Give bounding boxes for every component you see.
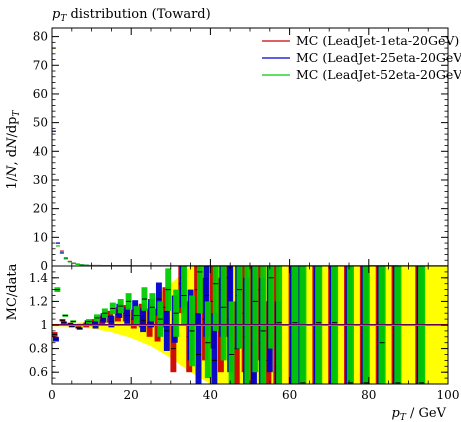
legend-entry-label: MC (LeadJet-52eta-20GeV) xyxy=(296,67,461,82)
ratio-error-bar xyxy=(212,266,219,331)
ratio-error-bar xyxy=(268,266,275,349)
legend-entry-label: MC (LeadJet-25eta-20GeV) xyxy=(296,50,461,65)
top-ytick-label: 40 xyxy=(33,144,48,158)
ratio-error-bar xyxy=(211,313,218,384)
ratio-xtick-label: 40 xyxy=(203,388,218,402)
top-ytick-label: 60 xyxy=(33,87,48,101)
top-ytick-label: 50 xyxy=(33,116,48,130)
top-ytick-label: 20 xyxy=(33,202,48,216)
ratio-xtick-label: 0 xyxy=(48,388,56,402)
top-ytick-label: 10 xyxy=(33,230,48,244)
ratio-error-bar xyxy=(220,266,227,361)
ratio-panel-frame xyxy=(51,265,449,385)
ratio-error-bar xyxy=(252,266,259,373)
legend-entry-label: MC (LeadJet-1eta-20GeV) xyxy=(296,33,459,48)
ratio-error-bar xyxy=(228,301,235,384)
bottom-y-axis-label: MC/data xyxy=(5,263,20,320)
ratio-ytick-label: 1.2 xyxy=(29,294,48,308)
ratio-error-bar xyxy=(195,313,202,384)
ratio-ytick-label: 1 xyxy=(40,318,48,332)
top-ytick-label: 30 xyxy=(33,173,48,187)
top-ytick-label: 80 xyxy=(33,30,48,44)
ratio-ytick-label: 0.6 xyxy=(29,365,48,379)
top-series-2 xyxy=(52,130,448,266)
top-ytick-label: 0 xyxy=(40,259,48,273)
ratio-error-bar xyxy=(196,266,203,314)
ratio-xtick-label: 100 xyxy=(437,388,460,402)
chart-title: pT distribution (Toward) xyxy=(52,7,211,24)
ratio-xtick-label: 80 xyxy=(361,388,376,402)
ratio-ytick-label: 0.8 xyxy=(29,342,48,356)
top-y-axis-label: 1/N, dN/dpT xyxy=(5,109,22,189)
x-axis-label: pT / GeV xyxy=(392,406,447,422)
ratio-panel: 0.6 0.8 1 1.2 1.4 0 20 40 60 80 100 xyxy=(29,265,460,402)
ratio-xtick-label: 20 xyxy=(124,388,139,402)
ratio-error-bar xyxy=(236,266,243,349)
ratio-error-bar xyxy=(204,301,211,379)
ratio-ytick-label: 1.4 xyxy=(29,271,48,285)
top-ytick-label: 70 xyxy=(33,58,48,72)
legend: MC (LeadJet-1eta-20GeV) MC (LeadJet-25eta… xyxy=(262,33,461,82)
ratio-xtick-label: 60 xyxy=(282,388,297,402)
